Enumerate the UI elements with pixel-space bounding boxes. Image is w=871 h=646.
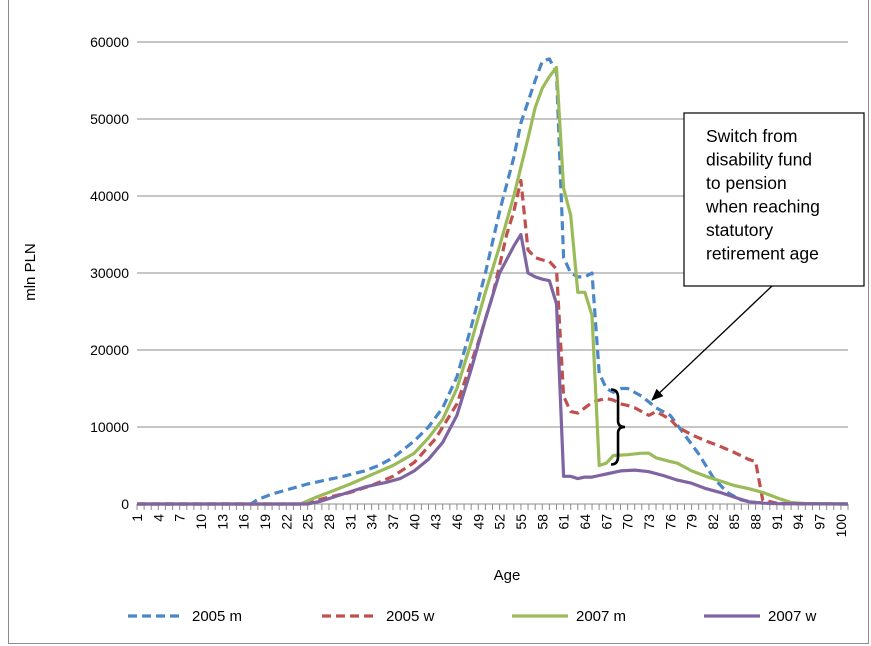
annotation-brace — [610, 388, 626, 466]
x-tick-label: 37 — [385, 514, 401, 530]
x-tick-label: 52 — [492, 514, 508, 530]
y-tick-label: 0 — [121, 496, 129, 512]
x-tick-label: 76 — [662, 514, 678, 530]
x-tick-label: 61 — [556, 514, 572, 530]
y-tick-label: 10000 — [90, 419, 129, 435]
x-tick-label: 46 — [449, 514, 465, 530]
legend-label: 2007 m — [576, 608, 626, 625]
series-line-2005-m — [137, 57, 849, 506]
x-tick-label: 85 — [726, 514, 742, 530]
y-axis-title: mln PLN — [22, 243, 39, 301]
x-tick-label: 79 — [684, 514, 700, 530]
annotation-text-line: to pension — [706, 173, 787, 193]
annotation-text-line: when reaching — [705, 197, 820, 217]
x-axis-title: Age — [494, 567, 521, 584]
x-tick-label: 34 — [364, 514, 380, 530]
x-tick-label: 13 — [214, 514, 230, 530]
x-tick-label: 67 — [598, 514, 614, 530]
annotation-text-line: retirement age — [706, 244, 819, 264]
annotation-text-line: disability fund — [706, 150, 812, 170]
legend-label: 2007 w — [768, 608, 817, 625]
y-tick-label: 40000 — [90, 188, 129, 204]
x-tick-label: 91 — [769, 514, 785, 530]
x-tick-label: 58 — [534, 514, 550, 530]
x-tick-label: 64 — [577, 514, 593, 530]
y-tick-label: 20000 — [90, 342, 129, 358]
legend-label: 2005 w — [386, 608, 435, 625]
x-tick-label: 25 — [300, 514, 316, 530]
x-tick-label: 4 — [150, 514, 166, 522]
annotation-box — [683, 112, 865, 287]
x-tick-label: 1 — [129, 514, 145, 522]
legend-label: 2005 m — [192, 608, 242, 625]
annotation-text-line: statutory — [706, 220, 773, 240]
axes: 0 10000 20000 30000 40000 50000 60000 1 4 7 10 13 16… — [90, 34, 849, 537]
series-line-2007-m — [137, 65, 849, 506]
series-lines — [137, 57, 849, 506]
x-tick-label: 28 — [321, 514, 337, 530]
annotation: Switch from disability fund to pension when… — [610, 112, 865, 466]
x-tick-label: 73 — [641, 514, 657, 530]
x-tick-label: 7 — [172, 514, 188, 522]
x-tick-label: 31 — [342, 514, 358, 530]
legend: 2005 m 2005 w 2007 m 2007 w — [128, 608, 817, 625]
x-tick-label: 55 — [513, 514, 529, 530]
x-tick-label: 22 — [278, 514, 294, 530]
y-tick-label: 30000 — [90, 265, 129, 281]
x-tick-label: 94 — [790, 514, 806, 530]
x-tick-label: 16 — [236, 514, 252, 530]
annotation-text-line: Switch from — [706, 126, 797, 146]
x-tick-label: 40 — [406, 514, 422, 530]
x-tick-label: 19 — [257, 514, 273, 530]
x-tick-label: 100 — [833, 514, 849, 538]
x-tick-label: 70 — [620, 514, 636, 530]
x-tick-label: 88 — [748, 514, 764, 530]
x-tick-label: 43 — [428, 514, 444, 530]
y-tick-label: 50000 — [90, 111, 129, 127]
series-line-2005-w — [137, 179, 849, 506]
annotation-arrow — [651, 285, 773, 401]
x-tick-label: 49 — [470, 514, 486, 530]
x-tick-label: 10 — [193, 514, 209, 530]
series-line-2007-w — [137, 232, 849, 506]
x-tick-label: 82 — [705, 514, 721, 530]
chart-frame — [8, 0, 869, 644]
x-tick-label: 97 — [812, 514, 828, 530]
y-tick-label: 60000 — [90, 34, 129, 50]
